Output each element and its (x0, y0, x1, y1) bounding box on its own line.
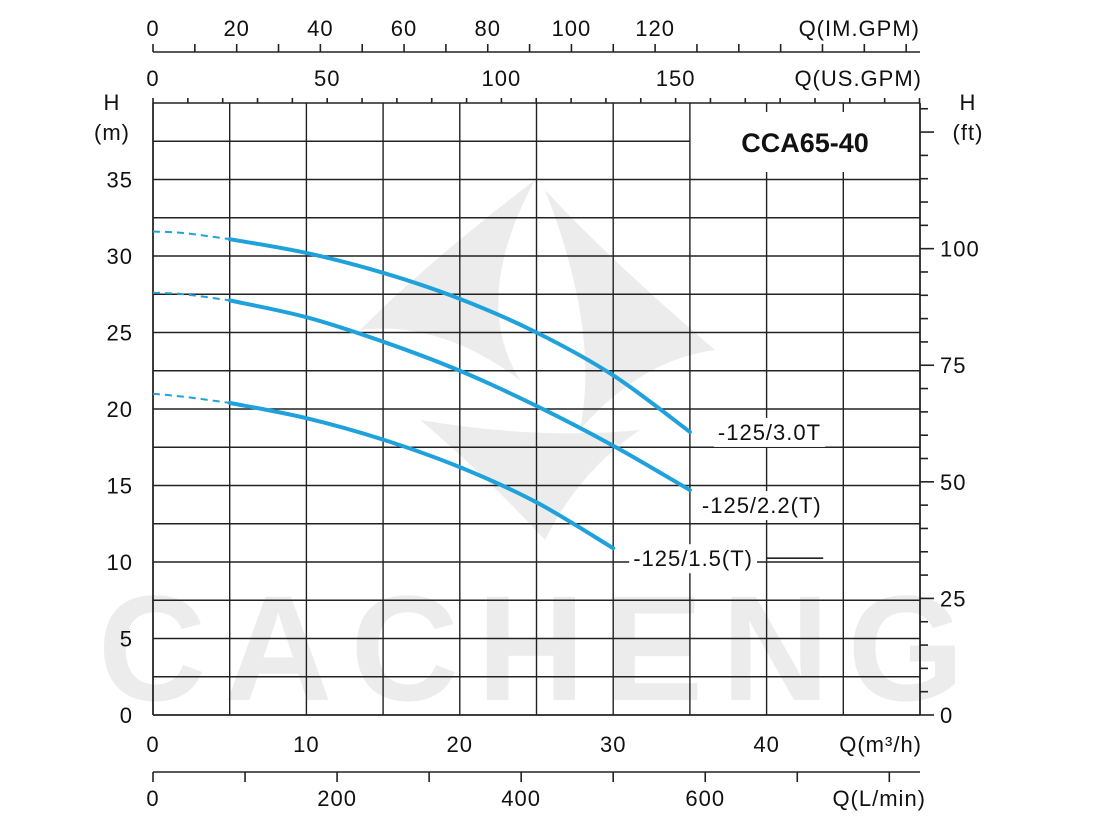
x-tick-label-m3h: 20 (447, 732, 473, 757)
y-tick-label-m: 30 (107, 244, 133, 269)
x-tick-label-imgpm: 120 (635, 16, 675, 41)
y-tick-label-m: 10 (107, 550, 133, 575)
watermark-text: CACHENG (98, 564, 982, 732)
curve-label: -125/1.5(T) (633, 546, 753, 571)
curve-label-background (713, 417, 826, 447)
y-tick-label-m: 20 (107, 397, 133, 422)
x-tick-label-usgpm: 100 (482, 66, 522, 91)
x-tick-label-m3h: 0 (146, 732, 159, 757)
y-tick-label-m: 25 (107, 321, 133, 346)
watermark-leaf-shape (360, 180, 535, 380)
curve-dashed-segment (152, 291, 230, 302)
x-axis-label-imgpm: Q(IM.GPM) (799, 16, 920, 41)
watermark-leaf-shape (420, 420, 640, 540)
grid (152, 102, 921, 716)
y-axis-unit-right: (ft) (953, 120, 984, 145)
x-tick-label-usgpm: 0 (146, 66, 159, 91)
y-tick-label-m: 0 (120, 703, 133, 728)
watermark: CACHENG (98, 180, 982, 732)
curve-dashed-segment (152, 230, 230, 241)
y-axis-label-right: H (960, 90, 977, 115)
y-tick-label-ft: 25 (940, 586, 966, 611)
x-tick-label-usgpm: 150 (656, 66, 696, 91)
x-axis-label-usgpm: Q(US.GPM) (794, 66, 922, 91)
curve-label-background (697, 491, 826, 521)
y-tick-label-ft: 75 (940, 353, 966, 378)
y-tick-label-ft: 100 (940, 237, 980, 262)
x-tick-label-lmin: 600 (685, 786, 725, 811)
curve-label-background (629, 544, 758, 574)
x-axis-label-lmin: Q(L/min) (832, 786, 926, 811)
y-tick-label-m: 15 (107, 474, 133, 499)
x-tick-label-imgpm: 40 (307, 16, 333, 41)
y-axis-label-left: H (104, 90, 121, 115)
y-tick-label-m: 5 (120, 627, 133, 652)
axes: 0 10 20 30 40 Q(m³/h)0 200 400 600 Q(L/min)0 50 100… (94, 16, 984, 811)
x-tick-label-usgpm: 50 (314, 66, 340, 91)
x-tick-label-m3h: 40 (753, 732, 779, 757)
x-tick-label-lmin: 0 (146, 786, 159, 811)
curve-label: -125/3.0T (718, 420, 821, 445)
curve-solid-segment (227, 400, 616, 551)
x-tick-label-imgpm: 80 (474, 16, 500, 41)
y-axis-unit-left: (m) (94, 120, 130, 145)
x-tick-label-m3h: 10 (293, 732, 319, 757)
x-tick-label-imgpm: 20 (223, 16, 249, 41)
x-tick-label-m3h: 30 (600, 732, 626, 757)
curve-dashed-segment (152, 392, 230, 404)
x-tick-label-imgpm: 0 (146, 16, 159, 41)
title-background (692, 112, 916, 172)
watermark-leaf-shape (545, 190, 715, 430)
labels: CCA65-40 -125/3.0T -125/2.2(T) -125/1.5(T) (629, 112, 916, 574)
y-tick-label-ft: 0 (940, 703, 953, 728)
chart-title: CCA65-40 (741, 128, 869, 158)
x-tick-label-imgpm: 100 (552, 16, 592, 41)
curves (152, 230, 692, 551)
y-tick-label-m: 35 (107, 168, 133, 193)
x-axis-label-m3h: Q(m³/h) (839, 732, 922, 757)
curve-solid-segment (227, 298, 692, 493)
x-tick-label-lmin: 200 (317, 786, 357, 811)
x-tick-label-imgpm: 60 (391, 16, 417, 41)
y-tick-label-ft: 50 (940, 470, 966, 495)
curve-label: -125/2.2(T) (702, 493, 822, 518)
curve-solid-segment (227, 237, 692, 434)
x-tick-label-lmin: 400 (501, 786, 541, 811)
